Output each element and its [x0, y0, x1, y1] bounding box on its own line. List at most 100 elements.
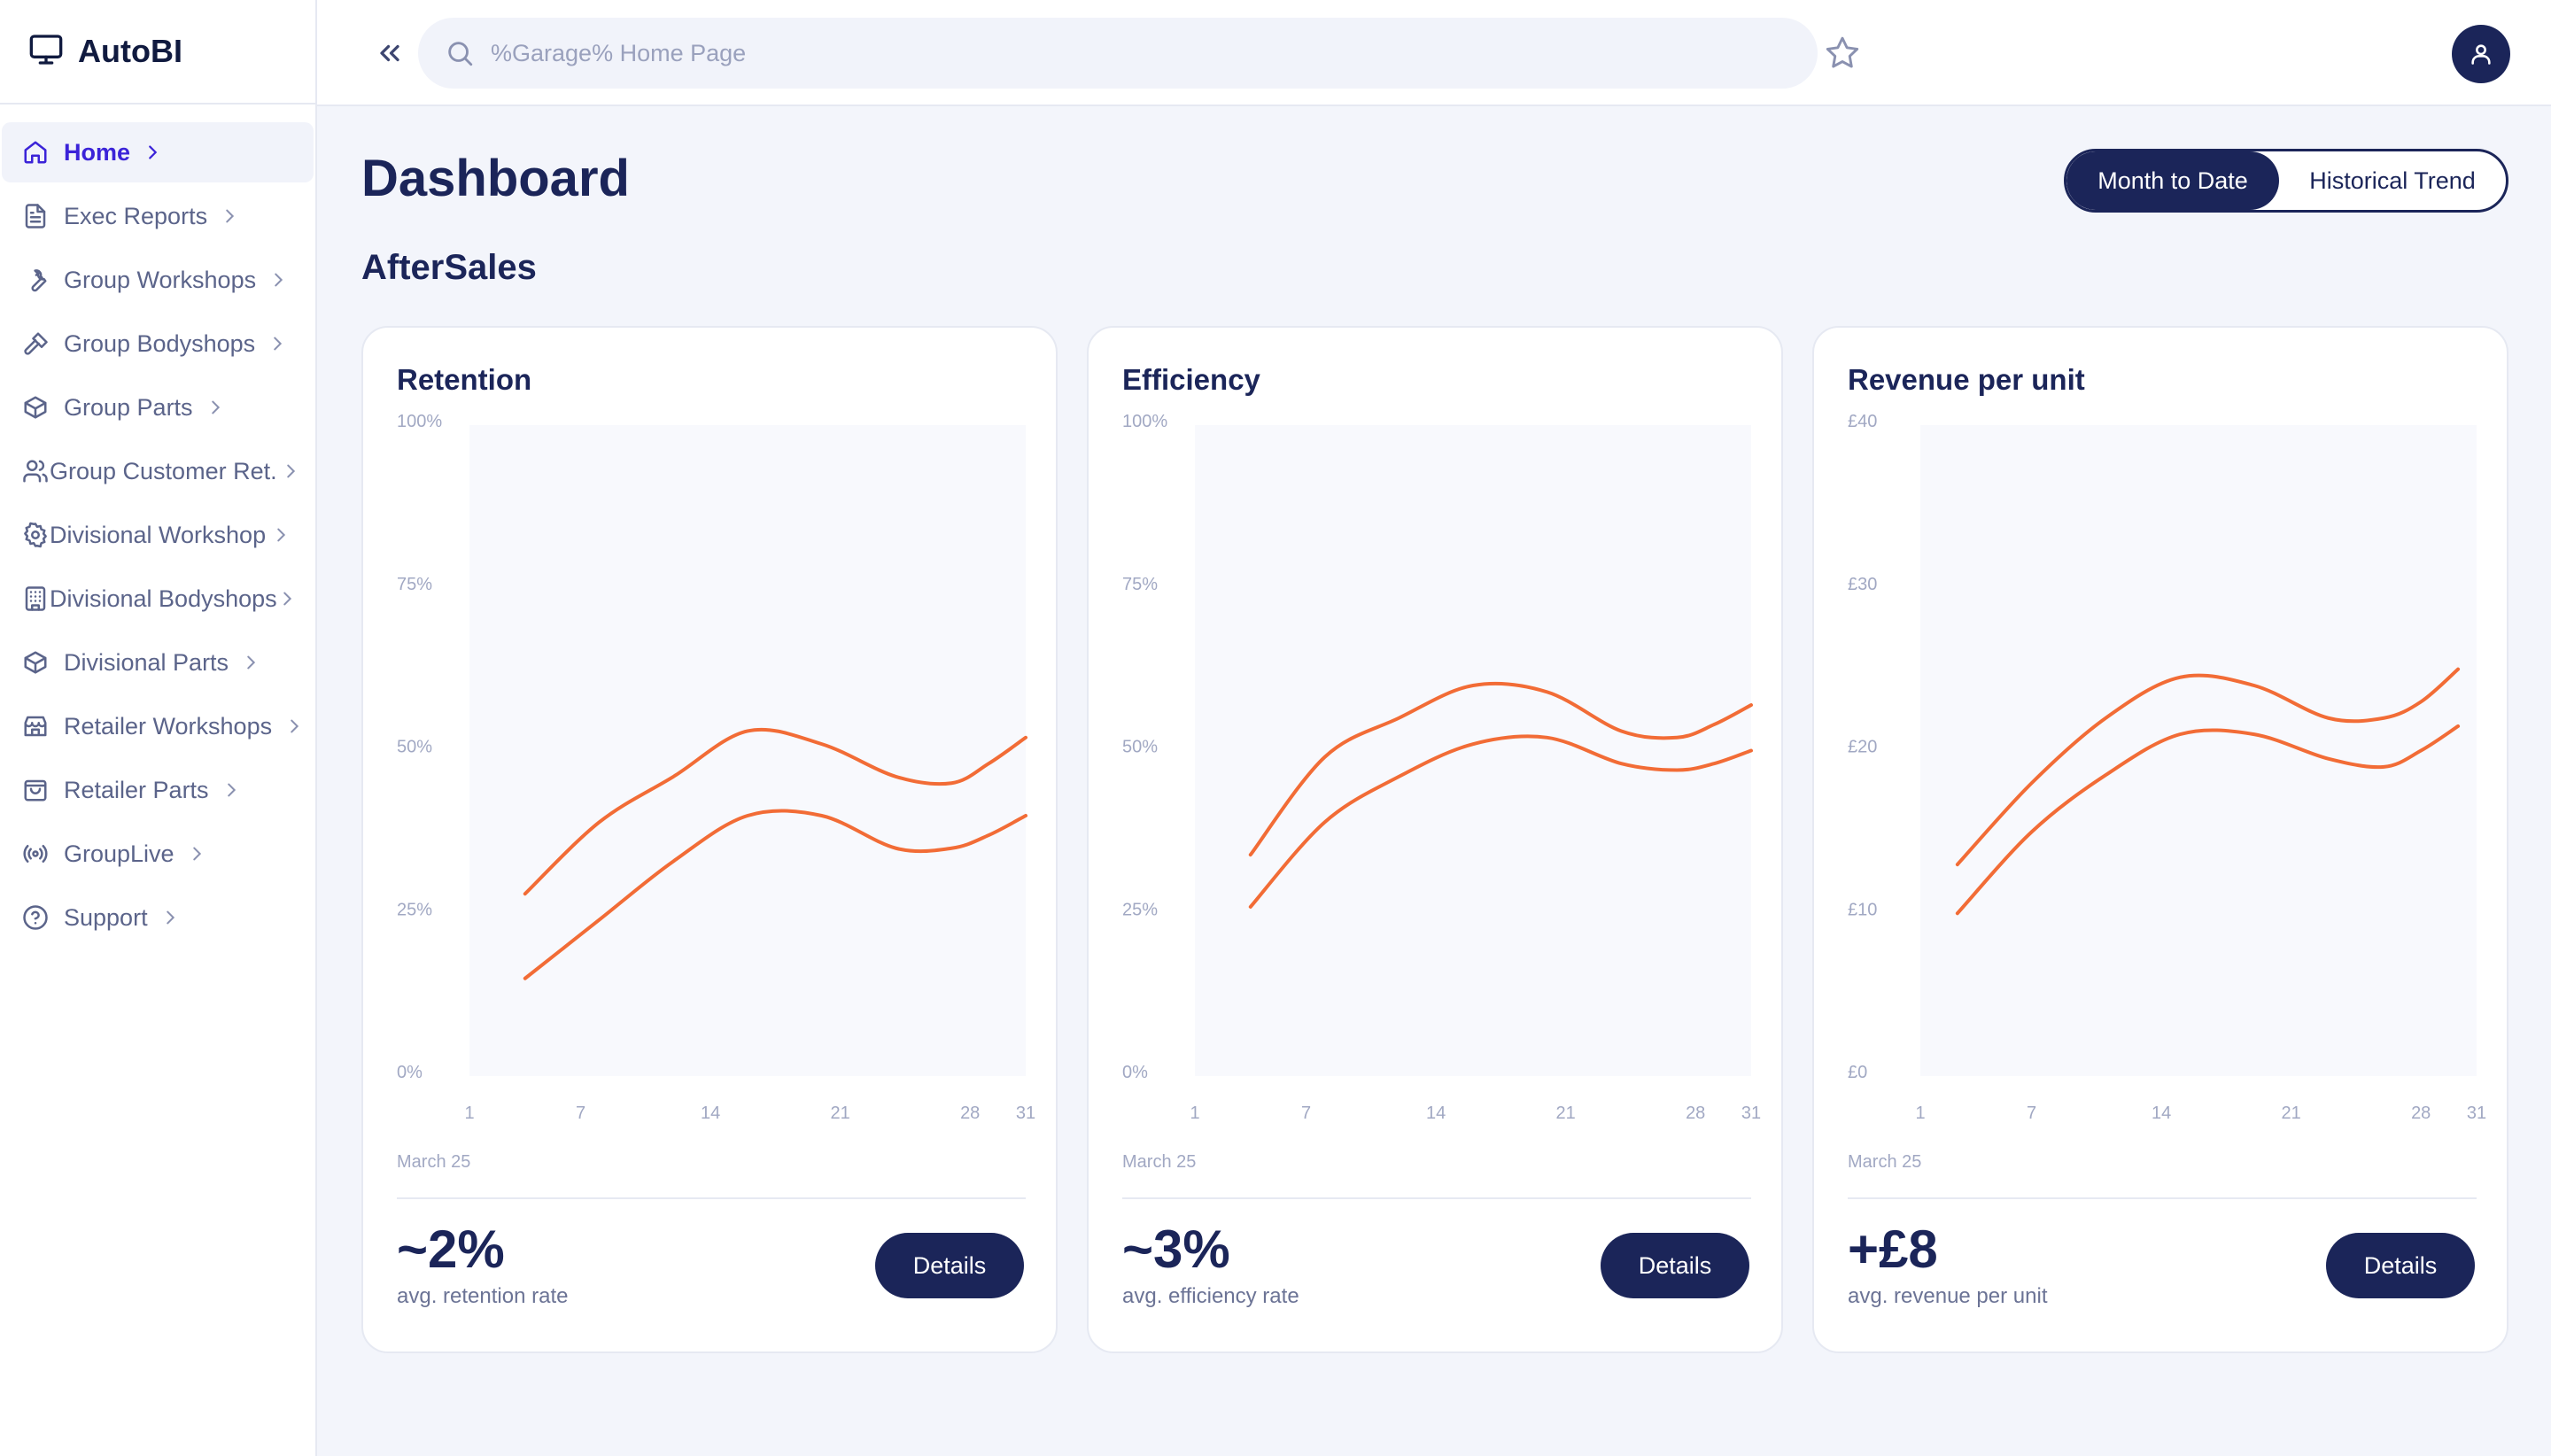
x-tick-label: 31	[1741, 1104, 1761, 1123]
sidebar-item-label: Divisional Workshop	[50, 521, 267, 548]
chevron-right-icon	[275, 273, 283, 287]
month-to-date-button[interactable]: Month to Date	[2066, 151, 2279, 210]
revenue-chart: £0 £10 £20 £30 £40 1 7 14 21 28 31 March 25	[1848, 412, 2486, 1172]
sidebar-item-support[interactable]: Support	[2, 887, 314, 948]
sidebar-item-exec-reports[interactable]: Exec Reports	[2, 186, 314, 246]
x-tick-label: 28	[2411, 1104, 2431, 1123]
sidebar-item-label: Divisional Bodyshops	[50, 585, 277, 612]
x-tick-label: 7	[2027, 1104, 2036, 1123]
y-tick-label: 50%	[397, 738, 432, 757]
home-icon	[21, 138, 50, 167]
y-tick-label: 0%	[397, 1063, 423, 1082]
details-button[interactable]: Details	[1601, 1233, 1749, 1298]
details-button[interactable]: Details	[875, 1233, 1024, 1298]
sidebar-item-group-bodyshops[interactable]: Group Bodyshops	[2, 314, 314, 374]
efficiency-card: Efficiency 0% 25% 50% 75% 100% 1 7 14 21 28 31 Marc…	[1087, 326, 1783, 1353]
chart-svg: 0% 25% 50% 75% 100% 1 7 14 21 28 31 March 25	[1122, 412, 1761, 1172]
sidebar-item-label: Retailer Parts	[64, 776, 209, 803]
page-title: Dashboard	[361, 150, 630, 207]
gear-icon	[21, 521, 50, 549]
sidebar-item-retailer-workshops[interactable]: Retailer Workshops	[2, 696, 314, 756]
brand[interactable]: AutoBI	[0, 0, 315, 105]
view-toggle: Month to Date Historical Trend	[2064, 149, 2508, 213]
search-bar[interactable]	[418, 18, 1818, 89]
plot-area	[1920, 425, 2477, 1076]
x-tick-label: 21	[831, 1104, 850, 1123]
chevron-right-icon	[227, 783, 236, 797]
series-line-upper	[1248, 681, 1753, 857]
retention-card: Retention 0% 25% 50% 75% 100% 1 7 14 21 28 31 March…	[361, 326, 1058, 1353]
store-icon	[21, 712, 50, 740]
sidebar-item-grouplive[interactable]: GroupLive	[2, 824, 314, 884]
building-icon	[21, 585, 50, 613]
users-icon	[21, 457, 50, 485]
x-tick-label: 7	[576, 1104, 585, 1123]
chevron-right-icon	[277, 528, 286, 542]
star-icon[interactable]	[1823, 34, 1862, 73]
sidebar-item-divisional-bodyshops[interactable]: Divisional Bodyshops	[2, 569, 314, 629]
x-tick-label: 1	[1190, 1104, 1199, 1123]
chevron-right-icon	[291, 719, 299, 733]
bag-icon	[21, 776, 50, 804]
divider	[1848, 1197, 2477, 1199]
y-tick-label: 75%	[1122, 575, 1158, 594]
document-icon	[21, 202, 50, 230]
kpi-value: +£8	[1848, 1220, 1938, 1279]
sidebar-item-home[interactable]: Home	[2, 122, 314, 182]
search-input[interactable]	[491, 39, 1731, 67]
sidebar-item-label: Group Customer Ret.	[50, 457, 277, 484]
y-tick-label: 50%	[1122, 738, 1158, 757]
y-tick-label: 0%	[1122, 1063, 1148, 1082]
x-tick-label: 31	[1016, 1104, 1035, 1123]
sidebar-item-group-workshops[interactable]: Group Workshops	[2, 250, 314, 310]
series-line-lower	[523, 809, 1027, 980]
card-title: Retention	[397, 363, 532, 396]
chevron-right-icon	[286, 464, 295, 478]
sidebar-item-label: Group Bodyshops	[64, 329, 256, 357]
sidebar-item-label: Home	[64, 138, 131, 166]
y-tick-label: 25%	[1122, 900, 1158, 919]
sidebar-item-label: Group Workshops	[64, 266, 257, 293]
collapse-sidebar-icon[interactable]	[374, 37, 406, 69]
chevron-right-icon	[283, 592, 291, 606]
historical-trend-button[interactable]: Historical Trend	[2309, 167, 2476, 194]
sidebar-item-label: Exec Reports	[64, 202, 208, 229]
y-tick-label: 25%	[397, 900, 432, 919]
kpi-value: ~2%	[397, 1220, 505, 1279]
kpi-value: ~3%	[1122, 1220, 1230, 1279]
search-icon	[448, 42, 473, 66]
y-tick-label: £20	[1848, 738, 1877, 757]
top-bar	[317, 0, 2551, 106]
sidebar-item-group-parts[interactable]: Group Parts	[2, 377, 314, 438]
user-icon	[2471, 44, 2491, 65]
x-tick-label: 14	[701, 1104, 720, 1123]
card-title: Revenue per unit	[1848, 363, 2085, 396]
monitor-icon	[28, 32, 64, 72]
series-line-upper	[523, 727, 1027, 896]
x-tick-label: 1	[1915, 1104, 1925, 1123]
revenue-per-unit-card: Revenue per unit £0 £10 £20 £30 £40 1 7 14 21 28 3…	[1812, 326, 2508, 1353]
sidebar-item-retailer-parts[interactable]: Retailer Parts	[2, 760, 314, 820]
series-line-upper	[1955, 667, 2461, 867]
details-button[interactable]: Details	[2326, 1233, 2475, 1298]
sidebar-item-divisional-parts[interactable]: Divisional Parts	[2, 632, 314, 693]
y-tick-label: £10	[1848, 900, 1877, 919]
efficiency-chart: 0% 25% 50% 75% 100% 1 7 14 21 28 31 March 25	[1122, 412, 1761, 1172]
divider	[1122, 1197, 1751, 1199]
y-tick-label: £0	[1848, 1063, 1867, 1082]
x-axis-label: March 25	[397, 1152, 470, 1172]
help-circle-icon	[21, 903, 50, 932]
y-tick-label: £30	[1848, 575, 1877, 594]
chart-svg: 0% 25% 50% 75% 100% 1 7 14 21 28 31 March 25	[397, 412, 1035, 1172]
x-tick-label: 28	[960, 1104, 980, 1123]
user-avatar[interactable]	[2452, 25, 2510, 83]
x-tick-label: 7	[1301, 1104, 1311, 1123]
sidebar-item-group-customer-ret[interactable]: Group Customer Ret.	[2, 441, 314, 501]
box-icon	[21, 393, 50, 422]
y-tick-label: 75%	[397, 575, 432, 594]
y-tick-label: 100%	[1122, 412, 1167, 431]
x-tick-label: 31	[2467, 1104, 2486, 1123]
sidebar-item-divisional-workshop[interactable]: Divisional Workshop	[2, 505, 314, 565]
divider	[397, 1197, 1026, 1199]
sidebar-item-label: Divisional Parts	[64, 648, 229, 676]
